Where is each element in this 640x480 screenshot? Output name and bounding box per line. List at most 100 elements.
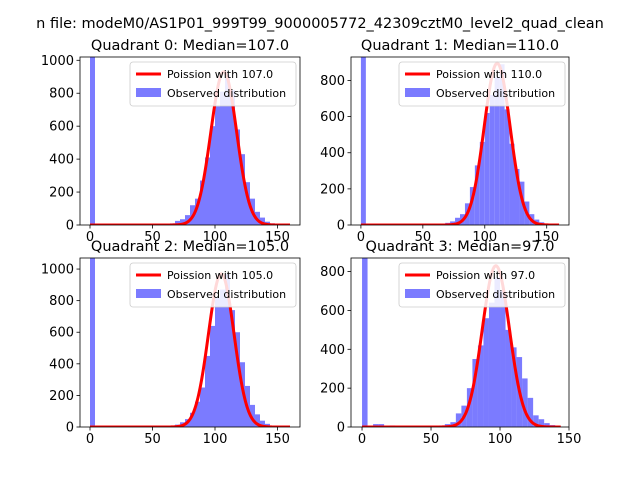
histogram-bar [240, 154, 245, 225]
y-tick-label: 200 [320, 382, 345, 397]
legend-hist-swatch [405, 88, 430, 97]
histogram-bar [488, 302, 495, 427]
histogram-bar [250, 404, 255, 427]
histogram-bar [483, 318, 489, 427]
poisson-curve [361, 264, 562, 427]
histogram-bar [455, 413, 462, 427]
histogram-bar [472, 359, 478, 427]
x-tick-label: 100 [488, 432, 513, 447]
histogram-bar [466, 388, 473, 427]
chart-title: Quadrant 0: Median=107.0 [91, 38, 289, 54]
y-tick-label: 200 [49, 186, 74, 201]
histogram-bar [479, 141, 485, 225]
plot-area-0 [89, 57, 291, 225]
histogram-bar [511, 347, 517, 427]
histogram-bar [175, 220, 180, 225]
y-tick-label: 400 [49, 153, 74, 168]
y-tick-label: 0 [337, 421, 345, 436]
y-tick-label: 600 [320, 110, 345, 125]
histogram-bar [474, 165, 480, 225]
histogram-bar [205, 157, 210, 225]
chart-panel-2: 0 50 100 150 0 200 400 600 800 1000 Quadrant 2: Me… [41, 239, 301, 447]
poisson-curve [359, 61, 561, 225]
y-tick-label: 800 [320, 74, 345, 89]
y-tick-label: 800 [49, 87, 74, 102]
legend-hist-label: Observed distribution [167, 288, 286, 301]
axes-frame [350, 56, 570, 226]
x-tick-label: 150 [534, 230, 559, 245]
figure-suptitle: n file: modeM0/AS1P01_999T99_9000005772_… [36, 16, 604, 32]
legend-curve-label: Poission with 97.0 [436, 269, 535, 282]
histogram-bar [504, 109, 510, 225]
chart-title: Quadrant 1: Median=110.0 [361, 38, 559, 54]
histogram-bar [205, 355, 210, 427]
poisson-curve [89, 70, 291, 225]
legend-hist-swatch [405, 289, 430, 298]
legend-box [129, 61, 297, 107]
legend-box [398, 262, 566, 308]
y-tick-label: 600 [320, 304, 345, 319]
x-tick-label: 50 [144, 432, 161, 447]
histogram-bar [500, 291, 506, 427]
histogram-bar [225, 273, 230, 427]
histogram-bar [469, 187, 475, 225]
chart-panel-1: 0 50 100 150 0 200 400 600 800 Quadrant 1: Median… [320, 38, 570, 245]
y-tick-label: 1000 [41, 263, 74, 278]
histogram-bar [215, 106, 220, 225]
plot-area-1 [359, 57, 561, 225]
histogram-bar [220, 289, 225, 427]
x-tick-label: 150 [265, 432, 290, 447]
x-tick-label: 150 [557, 432, 582, 447]
histogram-bar [484, 113, 490, 225]
x-tick-label: 150 [265, 230, 290, 245]
x-tick-label: 0 [86, 230, 94, 245]
legend: Poission with 110.0 Observed distribution [398, 61, 566, 107]
histogram-bar [195, 198, 200, 225]
histogram-bar [489, 94, 495, 225]
histogram-bar [522, 378, 528, 427]
histogram-bar [455, 217, 460, 225]
legend-hist-label: Observed distribution [167, 87, 286, 100]
legend: Poission with 105.0 Observed distribution [129, 262, 297, 308]
histogram-bar [225, 75, 230, 225]
x-tick-label: 0 [357, 230, 365, 245]
histogram-bar [185, 215, 190, 225]
histogram-bar [235, 332, 240, 427]
chart-title: Quadrant 3: Median=97.0 [366, 239, 555, 255]
y-tick-label: 1000 [41, 54, 74, 69]
x-tick-label: 0 [358, 432, 366, 447]
histogram-bar [477, 345, 484, 427]
histogram-bar [90, 57, 95, 225]
histogram-bar [509, 143, 515, 225]
x-tick-label: 0 [86, 432, 94, 447]
histogram-bar [190, 412, 195, 427]
legend-hist-swatch [136, 88, 161, 97]
legend-curve-label: Poission with 107.0 [167, 68, 273, 81]
histogram-bar [195, 401, 200, 427]
histogram-bar [362, 258, 368, 427]
histogram-bar [180, 219, 185, 225]
y-tick-label: 400 [49, 357, 74, 372]
histogram-bar [527, 397, 534, 427]
y-tick-label: 400 [320, 146, 345, 161]
histogram-bar [494, 76, 500, 225]
histogram-bar [494, 277, 501, 427]
histogram-bar [499, 64, 505, 225]
legend-curve-label: Poission with 110.0 [436, 68, 542, 81]
histogram-bar [235, 129, 240, 225]
axes-frame [79, 56, 301, 226]
legend-hist-label: Observed distribution [436, 288, 555, 301]
legend-box [398, 61, 566, 107]
histogram-bar [260, 217, 265, 225]
histogram-bar [210, 325, 215, 427]
histogram-bar [230, 310, 235, 427]
histogram-bar [255, 414, 260, 427]
y-tick-label: 0 [66, 219, 74, 234]
legend-hist-swatch [136, 289, 161, 298]
legend-hist-label: Observed distribution [436, 87, 555, 100]
y-tick-label: 600 [49, 120, 74, 135]
histogram-bar [90, 258, 95, 427]
chart-panel-3: 0 50 100 150 0 200 400 600 800 Quadrant 3: Median… [320, 239, 581, 447]
x-tick-label: 50 [415, 230, 432, 245]
